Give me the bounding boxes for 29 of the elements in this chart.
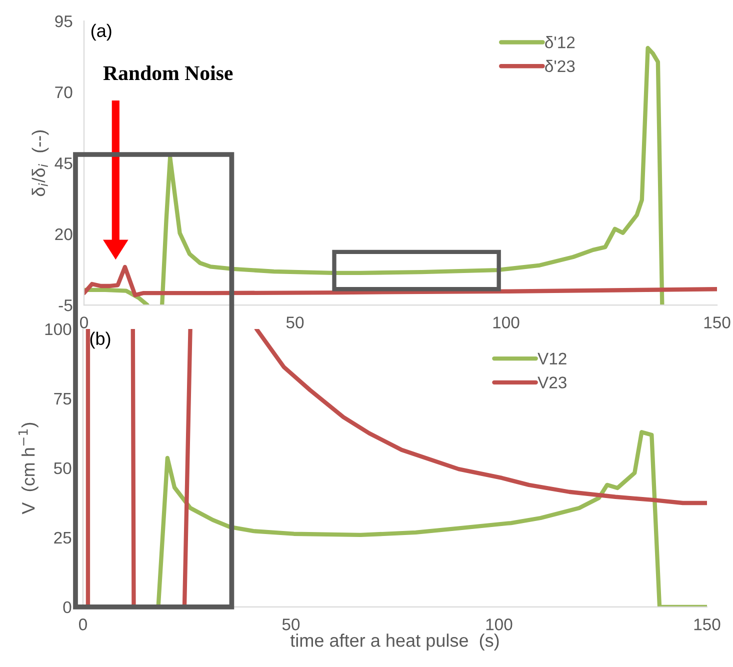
y-axis-title: V (cm h$^{−1}$) — [18, 422, 38, 514]
y-axis-title: δ$_{i}$/δ$_{i}$ (--) — [32, 130, 49, 196]
y-tick-label: 50 — [54, 462, 72, 474]
annotation: Random Noise — [103, 66, 233, 80]
legend-label: δ'23 — [545, 60, 575, 72]
x-tick-label: 0 — [78, 618, 87, 630]
y-tick-label: 0 — [63, 601, 72, 614]
y-tick-label: 70 — [55, 86, 72, 98]
legend-label: V12 — [538, 352, 566, 364]
line-series — [156, 430, 707, 607]
x-tick-label: 100 — [493, 316, 520, 328]
x-tick-label: 0 — [80, 316, 88, 328]
x-tick-label: 100 — [486, 618, 512, 630]
x-tick-label: 150 — [704, 316, 730, 328]
x-tick-label: 50 — [282, 618, 300, 630]
y-tick-label: 25 — [54, 532, 72, 544]
y-tick-label: 45 — [54, 158, 72, 170]
annotation: (b) — [90, 332, 110, 349]
annotation: (a) — [91, 24, 112, 41]
y-tick-label: -5 — [58, 300, 72, 312]
x-tick-label: 150 — [694, 618, 720, 630]
legend-label: V23 — [538, 376, 566, 388]
legend-label: δ'12 — [545, 36, 575, 48]
y-tick-label: 75 — [54, 393, 72, 405]
line-series — [84, 264, 718, 298]
y-tick-label: 20 — [55, 228, 72, 240]
y-tick-label: 95 — [55, 15, 72, 28]
x-tick-label: 50 — [286, 316, 304, 328]
x-axis-title: time after a heat pulse (s) — [290, 634, 499, 650]
